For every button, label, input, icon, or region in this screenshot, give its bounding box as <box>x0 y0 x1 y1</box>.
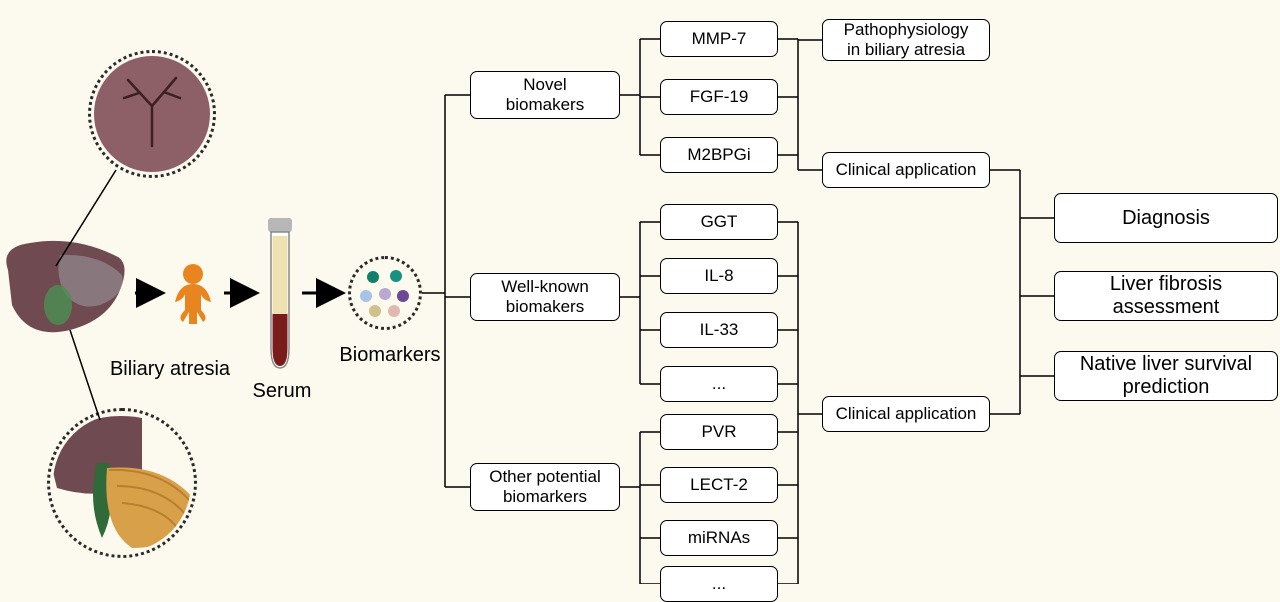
item-mmp7: MMP-7 <box>660 21 778 57</box>
node-pathophysiology: Pathophysiology in biliary atresia <box>822 19 990 61</box>
item-ggt: GGT <box>660 204 778 240</box>
item-other-more: ... <box>660 566 778 602</box>
item-m2bpgi: M2BPGi <box>660 137 778 173</box>
biomarkers-label: Biomarkers <box>330 344 450 367</box>
biliary-atresia-label: Biliary atresia <box>95 358 245 381</box>
category-wellknown: Well-known biomakers <box>470 273 620 321</box>
category-other: Other potential biomarkers <box>470 463 620 511</box>
item-mirnas: miRNAs <box>660 520 778 556</box>
app-diagnosis: Diagnosis <box>1054 193 1278 243</box>
serum-label: Serum <box>247 380 317 403</box>
app-liver-fibrosis: Liver fibrosis assessment <box>1054 271 1278 321</box>
item-fgf19: FGF-19 <box>660 79 778 115</box>
node-clinical-application-2: Clinical application <box>822 396 990 432</box>
item-il8: IL-8 <box>660 258 778 294</box>
category-novel-label: Novel biomakers <box>506 75 584 114</box>
item-pvr: PVR <box>660 414 778 450</box>
node-clinical-application-1: Clinical application <box>822 152 990 188</box>
item-il33: IL-33 <box>660 312 778 348</box>
item-lect2: LECT-2 <box>660 467 778 503</box>
flow-arrows <box>0 0 450 584</box>
category-wellknown-label: Well-known biomakers <box>501 277 589 316</box>
item-wk-more: ... <box>660 366 778 402</box>
app-native-liver-survival: Native liver survival prediction <box>1054 351 1278 401</box>
category-other-label: Other potential biomarkers <box>489 467 601 506</box>
category-novel: Novel biomakers <box>470 71 620 119</box>
